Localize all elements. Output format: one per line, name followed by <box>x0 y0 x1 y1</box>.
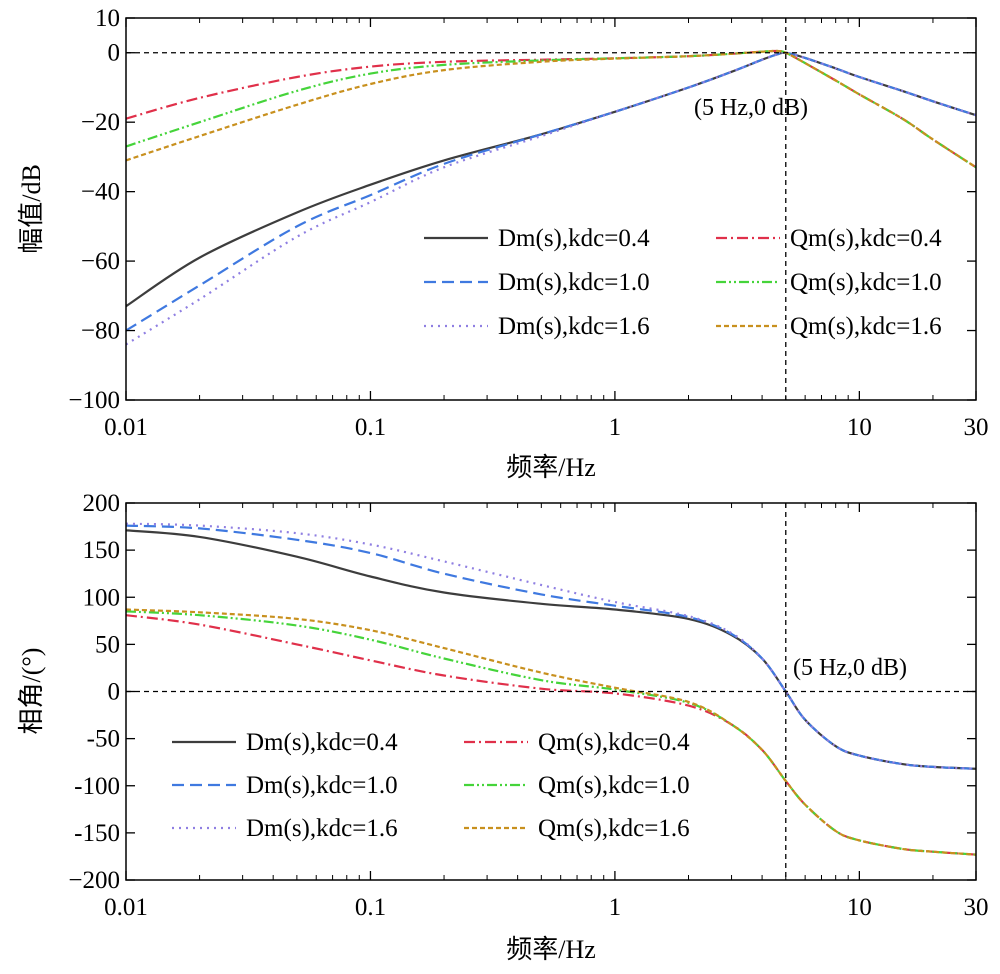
legend-label: Qm(s),kdc=1.0 <box>790 269 942 296</box>
y-tick-label: −20 <box>81 109 120 136</box>
series-line-5 <box>126 49 976 169</box>
magnitude-reference-lines <box>126 18 976 400</box>
magnitude-ticks <box>125 17 977 401</box>
magnitude-legend: Dm(s),kdc=0.4 Dm(s),kdc=1.0 Dm(s),kdc=1.6 Q… <box>424 225 942 340</box>
x-tick-label: 0.1 <box>355 894 386 921</box>
legend-entry-4: Qm(s),kdc=1.0 <box>716 269 942 296</box>
magnitude-panel: 0.01 0.1 1 10 30 10 0 −20 −40 −60 −80 −100 (5 Hz,0 … <box>17 5 989 482</box>
legend-entry-5: Qm(s),kdc=1.6 <box>464 815 690 842</box>
legend-entry-0: Dm(s),kdc=0.4 <box>424 225 650 252</box>
legend-entry-3: Qm(s),kdc=0.4 <box>464 729 690 756</box>
y-tick-label: 50 <box>95 631 120 658</box>
y-tick-label: 0 <box>108 679 121 706</box>
y-tick-label: −100 <box>68 387 120 414</box>
series-line-3 <box>126 49 976 169</box>
legend-label: Qm(s),kdc=0.4 <box>790 225 942 252</box>
legend-entry-3: Qm(s),kdc=0.4 <box>716 225 942 252</box>
phase-x-axis-label: 频率/Hz <box>506 935 596 964</box>
y-tick-label: 200 <box>83 490 121 517</box>
magnitude-annotation: (5 Hz,0 dB) <box>694 95 808 121</box>
phase-tick-labels: 0.01 0.1 1 10 30 200 150 100 50 0 -50 -100 -150 −200 <box>68 490 988 921</box>
series-line-1 <box>126 51 976 332</box>
legend-label: Dm(s),kdc=0.4 <box>498 225 650 252</box>
legend-label: Qm(s),kdc=0.4 <box>538 729 690 756</box>
x-tick-label: 0.01 <box>104 414 148 441</box>
y-tick-label: 10 <box>95 5 120 32</box>
legend-entry-0: Dm(s),kdc=0.4 <box>172 729 398 756</box>
legend-label: Dm(s),kdc=1.0 <box>498 269 650 296</box>
x-tick-label: 10 <box>847 414 872 441</box>
magnitude-y-axis-label: 幅值/dB <box>17 164 46 254</box>
x-tick-label: 1 <box>609 894 622 921</box>
series-line-4 <box>126 49 976 169</box>
phase-curves <box>126 522 976 856</box>
series-line-2 <box>126 51 976 346</box>
y-tick-label: 0 <box>108 40 121 67</box>
legend-label: Qm(s),kdc=1.0 <box>538 772 690 799</box>
legend-label: Dm(s),kdc=1.6 <box>246 815 398 842</box>
x-tick-label: 30 <box>964 894 989 921</box>
legend-label: Qm(s),kdc=1.6 <box>790 313 942 340</box>
magnitude-x-axis-label: 频率/Hz <box>506 453 596 482</box>
y-tick-label: −60 <box>81 248 120 275</box>
legend-entry-4: Qm(s),kdc=1.0 <box>464 772 690 799</box>
x-tick-label: 1 <box>609 414 622 441</box>
legend-label: Dm(s),kdc=0.4 <box>246 729 398 756</box>
legend-label: Qm(s),kdc=1.6 <box>538 815 690 842</box>
x-tick-label: 0.1 <box>355 414 386 441</box>
phase-annotation: (5 Hz,0 dB) <box>793 655 907 681</box>
legend-entry-2: Dm(s),kdc=1.6 <box>424 313 650 340</box>
legend-label: Dm(s),kdc=1.6 <box>498 313 650 340</box>
phase-panel: 0.01 0.1 1 10 30200150100500-50-100-150−200 … <box>17 490 989 964</box>
legend-entry-1: Dm(s),kdc=1.0 <box>424 269 650 296</box>
y-tick-label: −80 <box>81 318 120 345</box>
x-tick-label: 0.01 <box>104 894 148 921</box>
y-tick-label: -50 <box>87 726 120 753</box>
magnitude-curves <box>126 49 976 346</box>
y-tick-label: −40 <box>81 179 120 206</box>
y-tick-label: −200 <box>68 867 120 894</box>
legend-entry-5: Qm(s),kdc=1.6 <box>716 313 942 340</box>
legend-entry-2: Dm(s),kdc=1.6 <box>172 815 398 842</box>
series-line-1 <box>126 524 976 770</box>
y-tick-label: 150 <box>83 537 121 564</box>
phase-y-axis-label: 相角/(°) <box>17 648 46 735</box>
x-tick-label: 10 <box>847 894 872 921</box>
phase-reference-lines <box>126 503 976 880</box>
phase-legend: Dm(s),kdc=0.4 Dm(s),kdc=1.0 Dm(s),kdc=1.6 Q… <box>172 729 690 842</box>
y-tick-label: 100 <box>83 584 121 611</box>
y-tick-label: -100 <box>74 773 120 800</box>
magnitude-tick-labels: 0.01 0.1 1 10 30 10 0 −20 −40 −60 −80 −100 <box>68 5 988 441</box>
x-tick-label: 30 <box>964 414 989 441</box>
phase-plot-frame <box>125 502 977 881</box>
legend-label: Dm(s),kdc=1.0 <box>246 772 398 799</box>
magnitude-plot-frame <box>125 17 977 401</box>
legend-entry-1: Dm(s),kdc=1.0 <box>172 772 398 799</box>
y-tick-label: -150 <box>74 820 120 847</box>
series-line-5 <box>126 608 976 856</box>
